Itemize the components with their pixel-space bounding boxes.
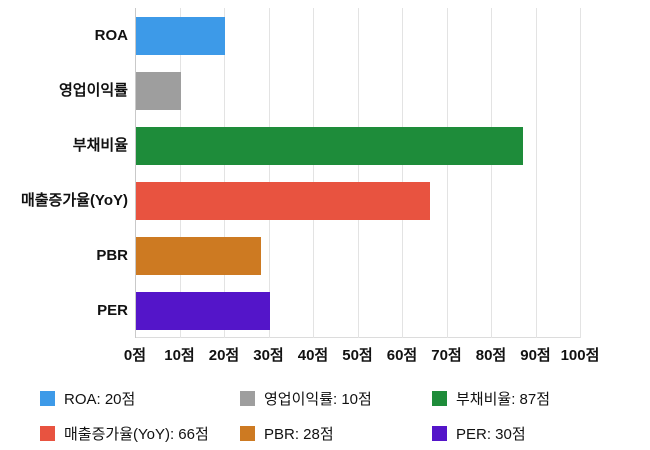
gridline-30 xyxy=(268,8,270,338)
legend-item: 부채비율: 87점 xyxy=(432,388,632,409)
x-tick-label: 10점 xyxy=(164,347,195,364)
x-tick-label: 70점 xyxy=(431,347,462,364)
y-axis-label: 매출증가율(YoY) xyxy=(20,192,128,209)
x-tick-label: 90점 xyxy=(520,347,551,364)
bar-PER xyxy=(136,291,270,330)
legend-swatch-icon xyxy=(40,426,55,441)
legend-swatch-icon xyxy=(240,391,255,406)
x-tick-label: 60점 xyxy=(386,347,418,364)
gridline-60 xyxy=(402,8,403,338)
legend-item: PBR: 28점 xyxy=(240,423,432,444)
gridline-40 xyxy=(313,8,314,338)
x-tick-label: 80점 xyxy=(475,347,507,364)
gridline-50 xyxy=(357,8,359,338)
legend-label: ROA: 20점 xyxy=(64,391,136,408)
x-tick-label: 50점 xyxy=(342,347,373,364)
x-tick-label: 0점 xyxy=(123,347,147,364)
legend-item: PER: 30점 xyxy=(432,423,632,444)
gridline-90 xyxy=(535,8,537,338)
gridline-70 xyxy=(446,8,448,338)
legend-label: 부채비율: 87점 xyxy=(456,391,551,408)
legend-swatch-icon xyxy=(40,391,55,406)
x-tick-label: 100점 xyxy=(560,347,600,364)
y-axis-label: 부채비율 xyxy=(72,137,128,154)
bar-부채비율 xyxy=(136,126,524,165)
legend-label: 매출증가율(YoY): 66점 xyxy=(64,426,209,443)
legend-swatch-icon xyxy=(240,426,255,441)
legend-swatch-icon xyxy=(432,391,447,406)
legend-label: 영업이익률: 10점 xyxy=(264,391,372,408)
plot-area xyxy=(135,8,581,338)
legend-item: 매출증가율(YoY): 66점 xyxy=(40,423,240,444)
bar-PBR xyxy=(136,236,261,275)
legend-item: ROA: 20점 xyxy=(40,388,240,409)
y-axis-label: 영업이익률 xyxy=(58,82,128,99)
legend-label: PER: 30점 xyxy=(456,426,526,443)
x-tick-label: 40점 xyxy=(297,347,329,364)
gridline-0 xyxy=(135,8,136,338)
bar-영업이익률 xyxy=(136,71,181,110)
legend-item: 영업이익률: 10점 xyxy=(240,388,432,409)
gridline-20 xyxy=(224,8,225,338)
bar-매출증가율(YoY) xyxy=(136,181,430,220)
legend-swatch-icon xyxy=(432,426,447,441)
gridline-10 xyxy=(179,8,181,338)
y-axis-label: PBR xyxy=(96,247,128,264)
x-tick-label: 20점 xyxy=(208,347,240,364)
x-tick-label: 30점 xyxy=(253,347,284,364)
bar-ROA xyxy=(136,16,225,55)
legend-label: PBR: 28점 xyxy=(264,426,334,443)
y-axis-label: PER xyxy=(97,302,128,319)
y-axis-label: ROA xyxy=(94,27,128,44)
gridline-80 xyxy=(491,8,492,338)
gridline-100 xyxy=(580,8,581,338)
